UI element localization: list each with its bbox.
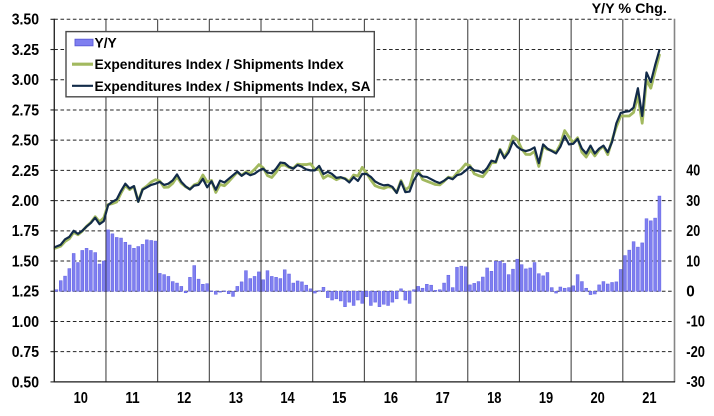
svg-text:21: 21 [642,390,656,407]
svg-text:30: 30 [686,193,700,210]
svg-text:Expenditures Index / Shipments: Expenditures Index / Shipments Index [95,57,344,72]
svg-text:19: 19 [539,390,553,407]
svg-text:0.50: 0.50 [12,374,39,391]
svg-text:1.75: 1.75 [12,223,39,240]
svg-text:1.50: 1.50 [12,253,39,270]
svg-text:Expenditures Index / Shipments: Expenditures Index / Shipments Index, SA [95,79,371,94]
svg-text:2.50: 2.50 [12,133,39,150]
svg-text:2.25: 2.25 [12,163,39,180]
svg-text:15: 15 [332,390,346,407]
svg-text:Y/Y: Y/Y [95,36,117,51]
svg-text:13: 13 [229,390,243,407]
svg-text:10: 10 [686,253,700,270]
svg-text:3.00: 3.00 [12,72,39,89]
svg-text:20: 20 [686,223,700,240]
svg-text:1.25: 1.25 [12,284,39,301]
svg-text:2.75: 2.75 [12,102,39,119]
svg-text:Y/Y % Chg.: Y/Y % Chg. [592,1,667,16]
svg-text:12: 12 [177,390,191,407]
svg-text:10: 10 [74,390,88,407]
svg-text:0.75: 0.75 [12,344,39,361]
svg-text:14: 14 [280,390,294,407]
svg-text:-20: -20 [686,344,705,361]
svg-text:0: 0 [686,284,695,301]
svg-text:11: 11 [125,390,139,407]
svg-text:2.00: 2.00 [12,193,39,210]
svg-text:-10: -10 [686,314,705,331]
svg-text:3.50: 3.50 [12,12,39,29]
svg-text:17: 17 [435,390,449,407]
svg-text:16: 16 [384,390,398,407]
svg-text:3.25: 3.25 [12,42,39,59]
svg-text:1.00: 1.00 [12,314,39,331]
svg-text:20: 20 [591,390,605,407]
svg-text:-30: -30 [686,374,705,391]
svg-text:18: 18 [487,390,501,407]
svg-text:40: 40 [686,163,700,180]
